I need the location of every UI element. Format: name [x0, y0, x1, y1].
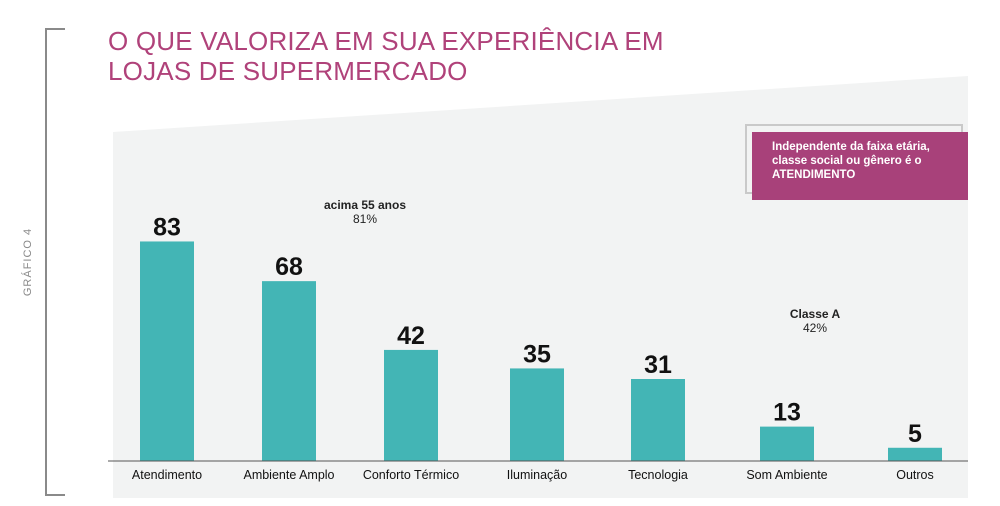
annotation-age-value: 81% — [352, 212, 378, 226]
bar-4 — [510, 368, 564, 461]
title-line-2: LOJAS DE SUPERMERCADO — [108, 56, 468, 86]
bar-value-label-2: 68 — [275, 253, 303, 281]
bar-value-label-4: 35 — [523, 340, 551, 368]
bar-value-label-7: 5 — [908, 420, 922, 448]
callout-box: Independente da faixa etária, classe soc… — [752, 132, 968, 200]
bar-3 — [384, 349, 438, 461]
bar-value-label-1: 83 — [153, 213, 181, 241]
annotation-class-value: 42% — [802, 321, 828, 335]
bar-6 — [760, 426, 814, 461]
category-label-4: Iluminação — [507, 468, 567, 482]
bar-value-label-6: 13 — [773, 399, 801, 427]
left-bracket — [45, 28, 65, 496]
bar-5 — [631, 379, 685, 461]
category-label-3: Conforto Térmico — [363, 468, 459, 482]
chart-title: O QUE VALORIZA EM SUA EXPERIÊNCIA EM LOJ… — [108, 26, 668, 86]
bar-value-label-5: 31 — [644, 351, 672, 379]
category-label-2: Ambiente Amplo — [243, 468, 334, 482]
bar-value-label-3: 42 — [397, 322, 425, 350]
annotation-class-label: Classe A — [789, 307, 841, 321]
callout-line-2: classe social ou gênero é o — [772, 155, 922, 167]
annotation-class: Classe A 42% — [755, 307, 875, 335]
category-label-7: Outros — [896, 468, 934, 482]
callout-line-1: Independente da faixa etária, — [772, 141, 930, 153]
category-label-5: Tecnologia — [628, 468, 688, 482]
annotation-age-label: acima 55 anos — [323, 198, 407, 212]
title-line-1: O QUE VALORIZA EM SUA EXPERIÊNCIA EM — [108, 26, 664, 56]
category-label-6: Som Ambiente — [746, 468, 827, 482]
bar-7 — [888, 447, 942, 461]
bar-1 — [140, 241, 194, 461]
callout-line-3: ATENDIMENTO — [772, 169, 856, 181]
category-label-1: Atendimento — [132, 468, 202, 482]
bar-2 — [262, 281, 316, 461]
annotation-age: acima 55 anos 81% — [305, 198, 425, 226]
